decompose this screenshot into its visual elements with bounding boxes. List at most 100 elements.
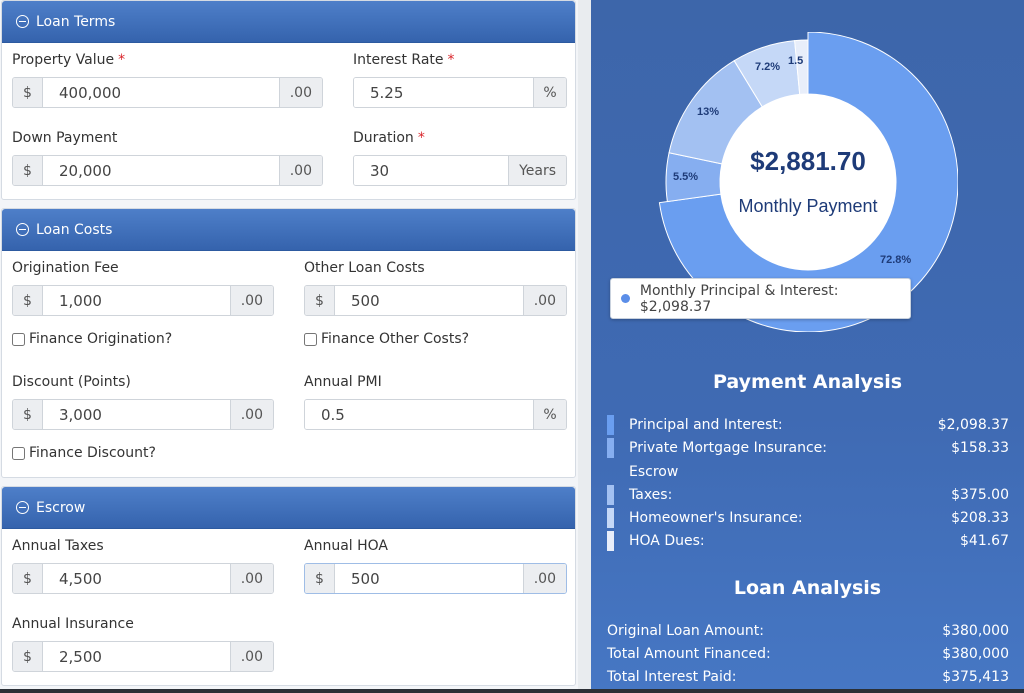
finance-discount-checkbox[interactable]: Finance Discount?	[12, 445, 156, 461]
tooltip-text: Monthly Principal & Interest: $2,098.37	[639, 282, 839, 315]
interest-rate-label: Interest Rate *	[353, 52, 455, 68]
window-bottom-edge	[0, 689, 1024, 693]
loan-analysis-row-label: Original Loan Amount:	[607, 623, 764, 639]
loan-analysis-title: Loan Analysis	[733, 577, 882, 599]
cents-suffix: .00	[229, 642, 273, 671]
dollar-prefix: $	[13, 564, 43, 593]
cents-suffix: .00	[278, 78, 322, 107]
payment-analysis-row-label: Principal and Interest:	[629, 417, 783, 433]
dollar-prefix: $	[13, 400, 43, 429]
donut-hole	[720, 94, 896, 270]
payment-analysis-row: Homeowner's Insurance: $208.33	[607, 507, 1009, 529]
tooltip-dot-icon	[621, 294, 630, 303]
down-payment-label: Down Payment	[12, 130, 118, 146]
slice-label-taxes: 13%	[697, 106, 720, 118]
cents-suffix: .00	[229, 564, 273, 593]
discount-points-group: $ .00	[12, 399, 274, 430]
loan-costs-panel: Loan Costs Origination Fee $ .00 Other L…	[1, 208, 576, 478]
annual-pmi-input[interactable]	[305, 400, 533, 429]
loan-costs-header[interactable]: Loan Costs	[2, 209, 575, 251]
payment-analysis-row-label: Taxes:	[629, 487, 673, 503]
other-loan-costs-group: $ .00	[304, 285, 567, 316]
finance-origination-box[interactable]	[12, 332, 25, 346]
origination-fee-input[interactable]	[43, 286, 230, 315]
collapse-icon[interactable]	[16, 501, 29, 514]
cents-suffix: .00	[522, 564, 566, 593]
payment-analysis-row-value: $208.33	[951, 510, 1009, 526]
years-suffix: Years	[508, 156, 566, 185]
duration-group: Years	[353, 155, 567, 186]
loan-analysis-row: Original Loan Amount: $380,000	[607, 620, 1009, 642]
finance-other-costs-label: Finance Other Costs?	[321, 331, 470, 347]
payment-analysis-row-label: Private Mortgage Insurance:	[629, 440, 827, 456]
duration-input[interactable]	[354, 156, 509, 185]
annual-hoa-input[interactable]	[335, 564, 523, 593]
annual-taxes-input[interactable]	[43, 564, 230, 593]
cents-suffix: .00	[522, 286, 566, 315]
escrow-panel: Escrow Annual Taxes $ .00 Annual HOA $ .…	[1, 486, 576, 686]
payment-analysis-row-value: $375.00	[951, 487, 1009, 503]
payment-analysis-row: Private Mortgage Insurance: $158.33	[607, 437, 1009, 459]
down-payment-group: $ .00	[12, 155, 323, 186]
loan-analysis-row-label: Total Interest Paid:	[607, 669, 737, 685]
escrow-header[interactable]: Escrow	[2, 487, 575, 529]
collapse-icon[interactable]	[16, 15, 29, 28]
finance-origination-label: Finance Origination?	[29, 331, 173, 347]
payment-analysis-row-value: $2,098.37	[937, 417, 1009, 433]
loan-terms-panel: Loan Terms Property Value* $ .00 Interes…	[1, 0, 576, 200]
down-payment-input[interactable]	[43, 156, 279, 185]
slice-label-principal: 72.8%	[880, 254, 912, 266]
payment-analysis-row-label: HOA Dues:	[629, 533, 705, 549]
dollar-prefix: $	[13, 642, 43, 671]
percent-suffix: %	[533, 400, 566, 429]
annual-insurance-label: Annual Insurance	[12, 616, 134, 632]
loan-costs-title: Loan Costs	[36, 221, 113, 238]
legend-color-swatch	[607, 415, 614, 435]
payment-analysis-row-label: Escrow	[629, 464, 679, 480]
payment-analysis-row-value: $158.33	[951, 440, 1009, 456]
chart-tooltip: Monthly Principal & Interest: $2,098.37	[610, 278, 911, 319]
finance-discount-label: Finance Discount?	[29, 445, 156, 461]
annual-insurance-input[interactable]	[43, 642, 230, 671]
dollar-prefix: $	[13, 78, 43, 107]
loan-terms-title: Loan Terms	[36, 13, 116, 30]
loan-analysis-row-value: $375,413	[942, 669, 1009, 685]
loan-analysis-row: Total Amount Financed: $380,000	[607, 643, 1009, 665]
other-loan-costs-input[interactable]	[335, 286, 523, 315]
discount-points-label: Discount (Points)	[12, 374, 131, 390]
loan-terms-header[interactable]: Loan Terms	[2, 1, 575, 43]
loan-analysis-row-value: $380,000	[942, 646, 1009, 662]
annual-hoa-group: $ .00	[304, 563, 567, 594]
annual-insurance-group: $ .00	[12, 641, 274, 672]
cents-suffix: .00	[229, 286, 273, 315]
monthly-payment-label: Monthly Payment	[738, 196, 878, 216]
loan-analysis-row: Total Interest Paid: $375,413	[607, 666, 1009, 688]
interest-rate-input[interactable]	[354, 78, 533, 107]
legend-color-swatch	[607, 485, 614, 505]
annual-pmi-group: %	[304, 399, 567, 430]
dollar-prefix: $	[13, 286, 43, 315]
other-loan-costs-label: Other Loan Costs	[304, 260, 425, 276]
percent-suffix: %	[533, 78, 566, 107]
finance-discount-box[interactable]	[12, 446, 25, 460]
legend-color-swatch	[607, 462, 614, 482]
origination-fee-group: $ .00	[12, 285, 274, 316]
property-value-label: Property Value *	[12, 52, 126, 68]
property-value-input[interactable]	[43, 78, 279, 107]
finance-other-costs-box[interactable]	[304, 332, 317, 346]
annual-pmi-label: Annual PMI	[304, 374, 382, 390]
property-value-group: $ .00	[12, 77, 323, 108]
payment-analysis-row: HOA Dues: $41.67	[607, 530, 1009, 552]
annual-taxes-group: $ .00	[12, 563, 274, 594]
collapse-icon[interactable]	[16, 223, 29, 236]
finance-other-costs-checkbox[interactable]: Finance Other Costs?	[304, 331, 469, 347]
annual-hoa-label: Annual HOA	[304, 538, 388, 554]
discount-points-input[interactable]	[43, 400, 230, 429]
cents-suffix: .00	[278, 156, 322, 185]
loan-analysis-row-label: Total Amount Financed:	[607, 646, 771, 662]
legend-color-swatch	[607, 508, 614, 528]
finance-origination-checkbox[interactable]: Finance Origination?	[12, 331, 172, 347]
payment-analysis-row-label: Homeowner's Insurance:	[629, 510, 803, 526]
payment-donut-chart	[658, 32, 958, 332]
cents-suffix: .00	[229, 400, 273, 429]
